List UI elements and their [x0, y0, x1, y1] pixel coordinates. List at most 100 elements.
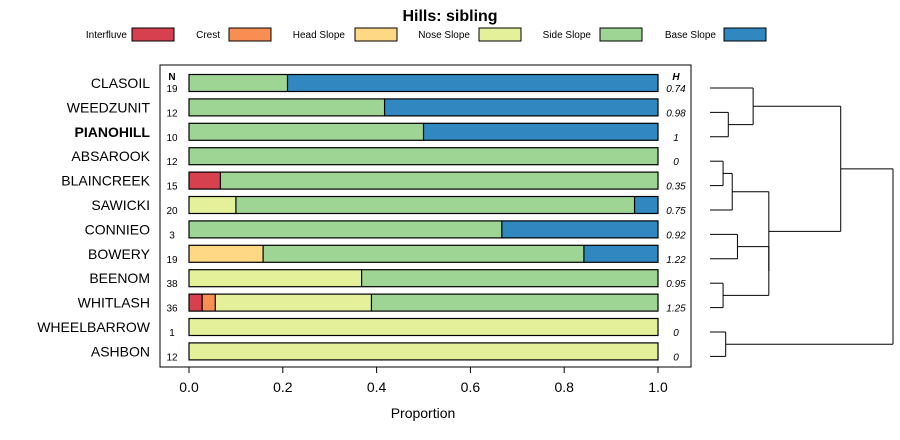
dendrogram [710, 87, 894, 357]
bar-segment [423, 123, 658, 141]
bar-segment [189, 172, 221, 190]
row-n: 19 [166, 255, 178, 266]
legend-label: Base Slope [665, 30, 717, 41]
bar-segment [189, 147, 658, 165]
row-label: BEENOM [89, 270, 150, 286]
legend-label: Crest [196, 30, 220, 41]
bar-outline [188, 171, 659, 190]
row-label: PIANOHILL [75, 124, 151, 140]
row-h: 0 [673, 352, 679, 363]
row-label: CLASOIL [91, 75, 150, 91]
chart-title: Hills: sibling [402, 8, 497, 25]
bar-segment [235, 196, 635, 214]
legend-swatch [228, 27, 272, 42]
legend: Interfluve Crest Head Slope Nose Slope Side … [86, 27, 767, 42]
bar-segment [501, 220, 658, 238]
bar-segment [189, 318, 658, 336]
legend-label: Side Slope [543, 30, 592, 41]
row-label: ABSAROOK [71, 148, 150, 164]
legend-label: Head Slope [293, 30, 346, 41]
row-label: SAWICKI [91, 197, 150, 213]
x-tick-label: 0.6 [461, 379, 481, 395]
x-tick-label: 1.0 [648, 379, 668, 395]
x-tick-label: 0.2 [273, 379, 293, 395]
bar-outline [188, 342, 659, 361]
legend-swatch [131, 27, 175, 42]
n-header: N [168, 72, 175, 83]
bar-segment [287, 74, 658, 92]
row-h: 1 [673, 133, 679, 144]
bar-outline [188, 244, 659, 263]
row-h: 0 [673, 157, 679, 168]
row-label: WEEDZUNIT [67, 99, 151, 115]
bar-segment [189, 294, 203, 312]
bar-segment [189, 269, 362, 287]
row-n: 3 [169, 230, 175, 241]
bar-outline [188, 122, 659, 141]
plot-frame [159, 64, 692, 368]
bar-segment [189, 196, 236, 214]
row-n: 19 [166, 84, 178, 95]
bar-outline [188, 73, 659, 93]
x-axis: 0.0 0.2 0.4 0.6 0.8 1.0 [179, 367, 668, 395]
legend-label: Nose Slope [418, 30, 470, 41]
bar-segment [189, 123, 424, 141]
row-n: 38 [166, 279, 178, 290]
row-n: 12 [166, 108, 178, 119]
legend-swatch [478, 27, 522, 42]
row-label: WHITLASH [78, 295, 150, 311]
row-h: 0.98 [666, 108, 686, 119]
row-n: 1 [169, 328, 175, 339]
row-label: CONNIEO [85, 221, 150, 237]
bar-outline [188, 147, 659, 166]
row-n: 12 [166, 352, 178, 363]
bar-segment [189, 342, 658, 360]
legend-swatch [354, 27, 398, 42]
bar-segment [384, 98, 658, 116]
row-h: 1.25 [666, 304, 686, 315]
bar-segment [202, 294, 216, 312]
bar-segment [189, 74, 288, 92]
row-h: 0.92 [666, 230, 686, 241]
row-h: 0.75 [666, 206, 686, 217]
bar-outline [188, 317, 659, 337]
bar-outline [188, 98, 659, 117]
bar-segment [215, 294, 372, 312]
row-label: WHEELBARROW [37, 319, 151, 335]
row-n: 12 [166, 157, 178, 168]
bar-segment [189, 245, 264, 263]
bar-segment [583, 245, 658, 263]
row-label: BOWERY [88, 246, 151, 262]
legend-swatch [599, 27, 643, 42]
bar-segment [189, 98, 385, 116]
bar-outline [188, 269, 659, 288]
row-h: 1.22 [666, 255, 686, 266]
bar-segment [361, 269, 658, 287]
row-n: 20 [166, 206, 178, 217]
legend-label: Interfluve [86, 30, 128, 41]
legend-swatch [723, 27, 767, 42]
row-h: 0 [673, 328, 679, 339]
bar-segment [634, 196, 658, 214]
bar-segment [189, 220, 502, 238]
bar-outline [188, 293, 659, 312]
row-n: 36 [166, 304, 178, 315]
row-h: 0.95 [666, 279, 686, 290]
bar-outline [188, 195, 659, 215]
x-tick-label: 0.8 [554, 379, 574, 395]
x-tick-label: 0.4 [367, 379, 387, 395]
x-tick-label: 0.0 [179, 379, 199, 395]
bar-outline [188, 220, 659, 239]
row-label: ASHBON [91, 343, 150, 359]
x-axis-label: Proportion [391, 405, 456, 421]
bar-segment [371, 294, 658, 312]
row-label: BLAINCREEK [61, 173, 150, 189]
row-n: 15 [166, 182, 178, 193]
bar-segment [220, 172, 659, 190]
bar-segment [263, 245, 584, 263]
row-n: 10 [166, 133, 178, 144]
row-h: 0.35 [666, 182, 686, 193]
h-header: H [672, 72, 680, 83]
